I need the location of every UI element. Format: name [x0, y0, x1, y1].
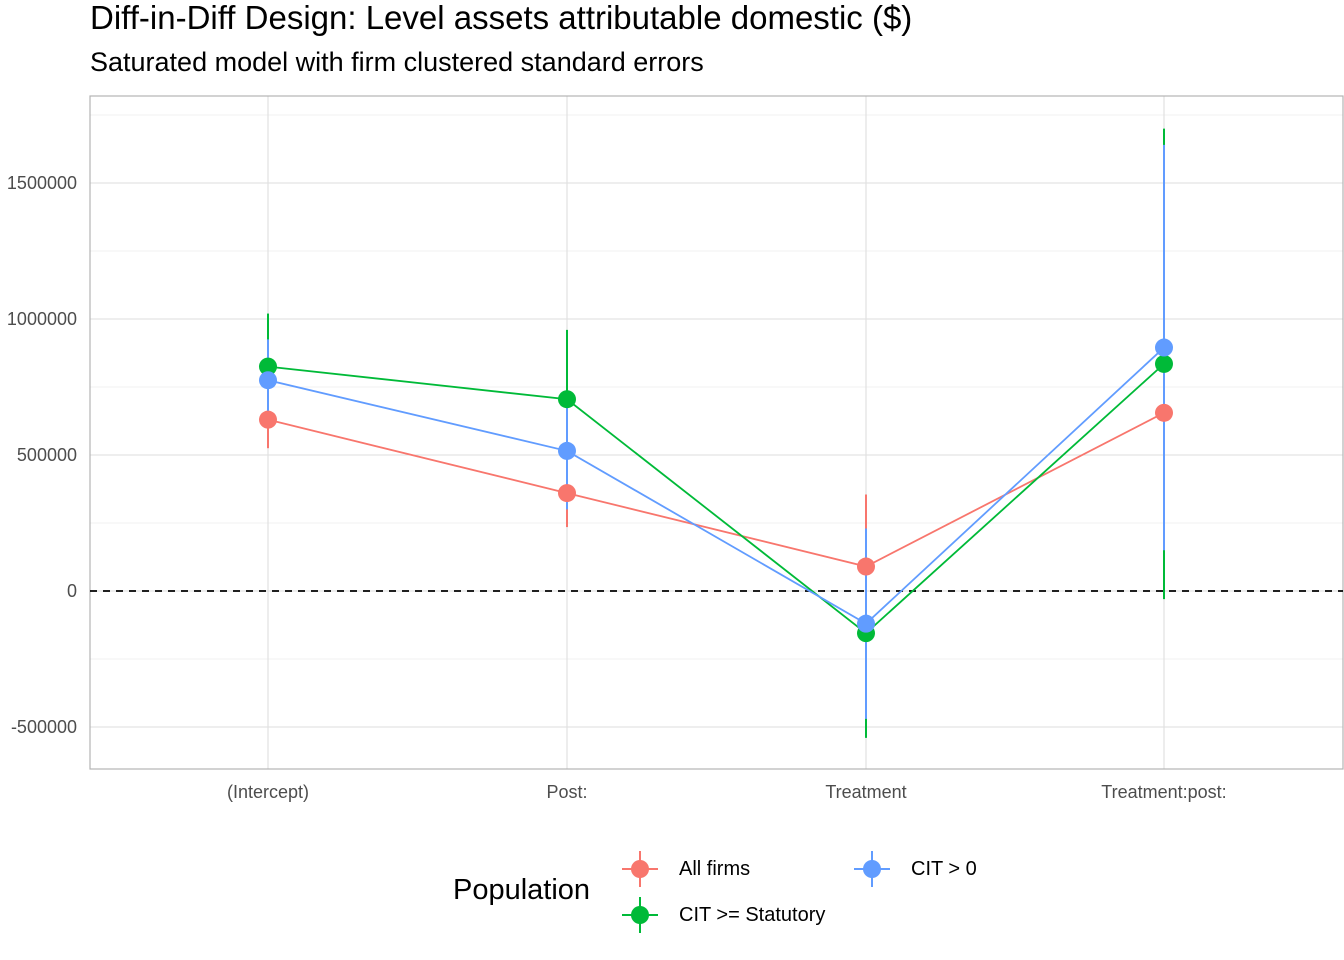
point-cit-positive [259, 371, 277, 390]
legend-key-all-firms [622, 851, 658, 887]
x-tick-label: Post: [546, 782, 587, 802]
y-tick-label: 500000 [17, 445, 77, 465]
y-tick-label: 1000000 [7, 309, 77, 329]
legend-label-cit-statutory: CIT >= Statutory [679, 904, 826, 926]
chart-title: Diff-in-Diff Design: Level assets attrib… [90, 0, 913, 36]
point-cit-positive [1155, 338, 1173, 357]
panel-border [89, 95, 1344, 770]
legend-title: Population [453, 874, 591, 906]
point-cit-statutory [558, 390, 576, 409]
point-cit-statutory [1155, 354, 1173, 373]
legend-key-cit-statutory [622, 897, 658, 933]
point-cit-positive [857, 614, 875, 633]
y-tick-label: 0 [67, 581, 77, 601]
series-line-all-firms [267, 412, 1165, 568]
point-all-firms [1155, 403, 1173, 422]
point-all-firms [259, 410, 277, 429]
chart-subtitle: Saturated model with firm clustered stan… [90, 47, 704, 77]
point-cit-statutory [259, 357, 277, 376]
point-all-firms [558, 484, 576, 503]
x-tick-label: (Intercept) [227, 782, 309, 802]
point-cit-positive [558, 441, 576, 460]
y-tick-label: 1500000 [7, 173, 77, 193]
legend-label-cit-positive: CIT > 0 [911, 858, 977, 880]
legend-label-all-firms: All firms [679, 858, 751, 880]
x-tick-label: Treatment [825, 782, 906, 802]
y-tick-label: -500000 [11, 717, 77, 737]
series-line-cit-positive [267, 346, 1165, 625]
point-all-firms [857, 557, 875, 576]
series-line-cit-statutory [267, 363, 1165, 635]
legend-key-cit-positive [854, 851, 890, 887]
x-tick-label: Treatment:post: [1101, 782, 1226, 802]
